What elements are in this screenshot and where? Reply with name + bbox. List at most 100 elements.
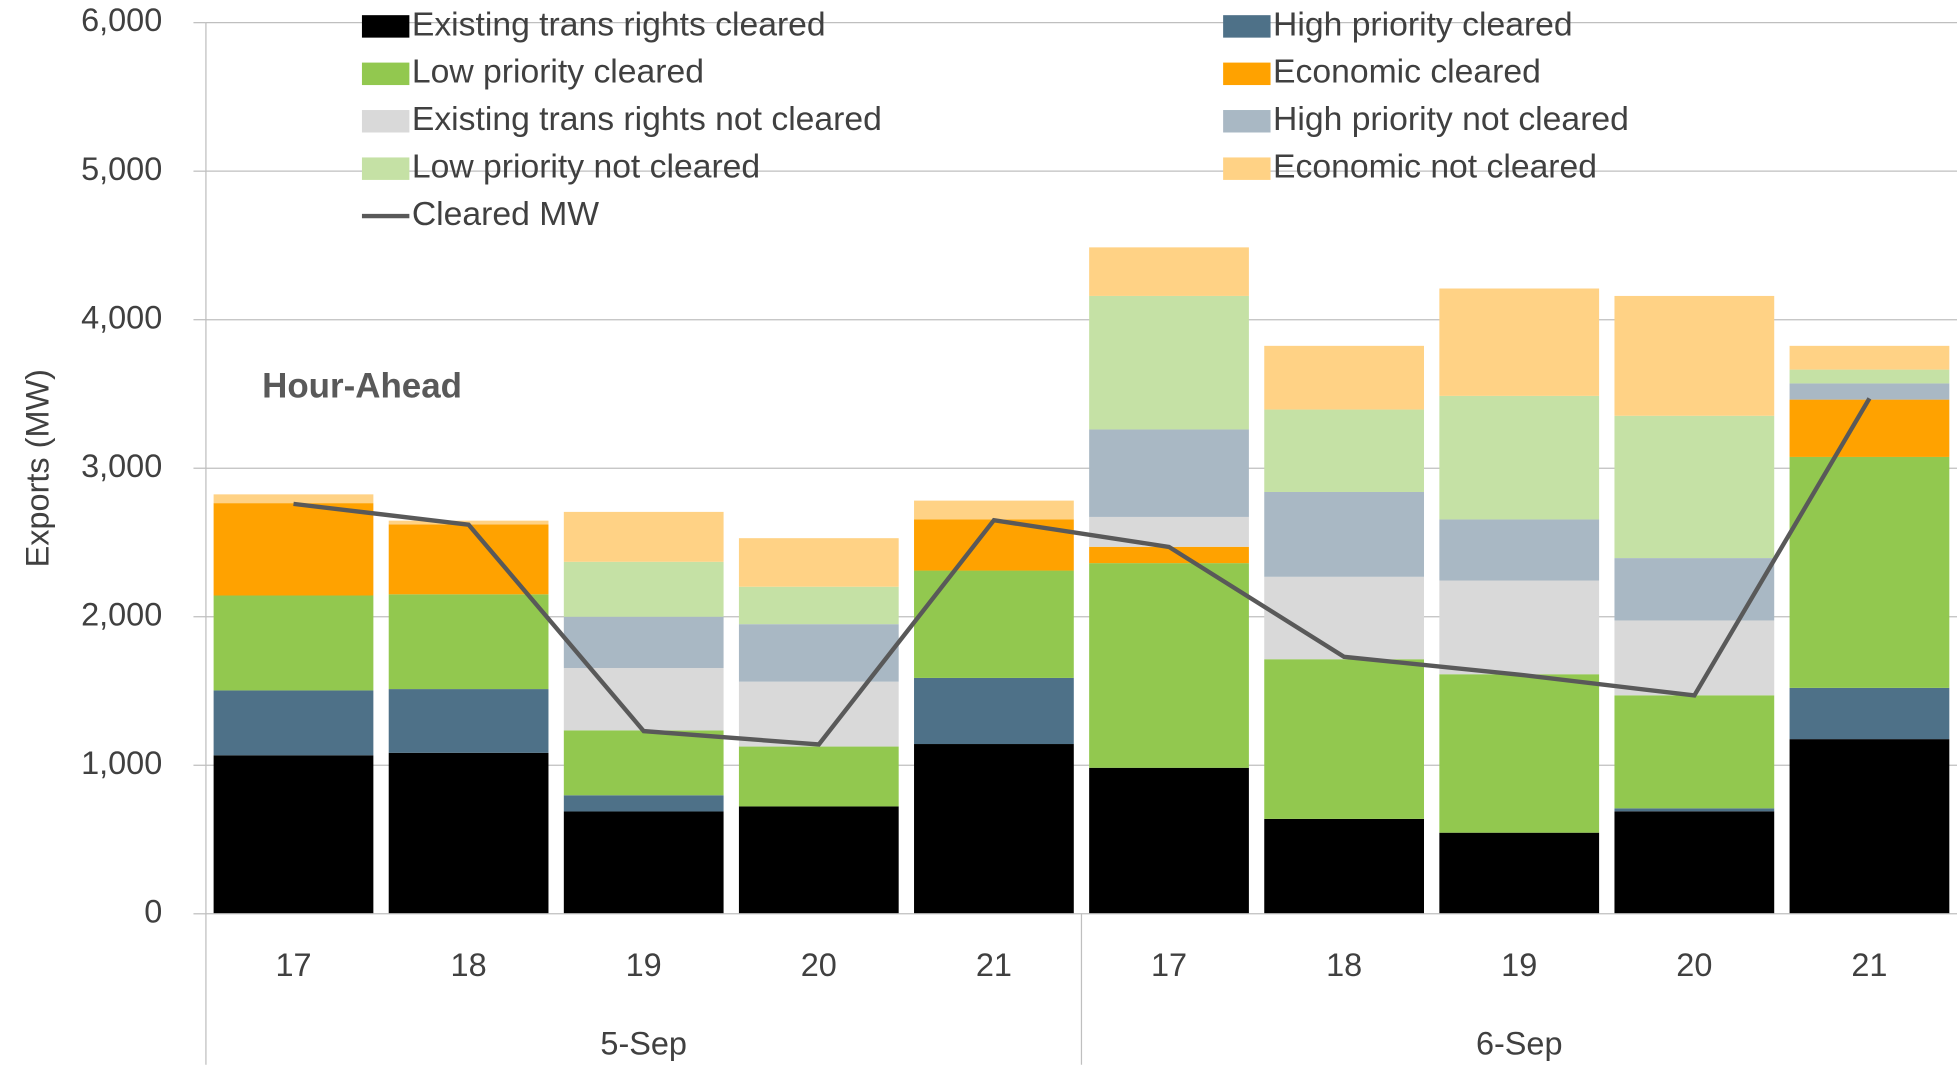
bar-segment xyxy=(213,690,374,756)
bar-segment xyxy=(388,594,549,690)
bar-segment xyxy=(738,681,899,747)
x-tick-label: 19 xyxy=(1501,947,1537,983)
annotation: Hour-Ahead xyxy=(262,367,462,406)
bar-segment xyxy=(563,730,724,796)
y-axis-label: Exports (MW) xyxy=(20,369,56,567)
legend-label: Existing trans rights cleared xyxy=(412,6,826,43)
bar-segment xyxy=(1439,832,1600,914)
y-tick-label: 3,000 xyxy=(81,448,162,484)
x-tick-label: 20 xyxy=(801,947,837,983)
x-tick-label: 17 xyxy=(1151,947,1187,983)
bar-segment xyxy=(563,561,724,617)
legend-label: Economic cleared xyxy=(1273,54,1541,91)
legend-swatch xyxy=(1223,110,1271,133)
y-tick-label: 0 xyxy=(144,893,162,929)
bar-segment xyxy=(1089,295,1249,430)
bar-segment xyxy=(1789,739,1950,914)
bar-segment xyxy=(563,811,724,914)
x-tick-label: 18 xyxy=(1326,947,1362,983)
bar-segment xyxy=(1614,695,1775,809)
bar-segment xyxy=(914,744,1074,914)
y-tick-label: 5,000 xyxy=(81,151,162,187)
legend-label: Low priority not cleared xyxy=(412,149,760,186)
bar-segment xyxy=(1614,811,1775,914)
x-tick-label: 20 xyxy=(1676,947,1712,983)
bar-segment xyxy=(738,538,899,587)
bar-segment xyxy=(1789,687,1950,740)
bar-segment xyxy=(1264,491,1425,577)
bar-segment xyxy=(1089,247,1249,296)
legend-label: Economic not cleared xyxy=(1273,149,1597,186)
x-tick-label: 18 xyxy=(451,947,487,983)
y-tick-label: 2,000 xyxy=(81,596,162,632)
bar-segment xyxy=(213,494,374,504)
x-tick-label: 19 xyxy=(626,947,662,983)
bar-segment xyxy=(738,624,899,682)
bar-segment xyxy=(1789,369,1950,384)
legend-label: Low priority cleared xyxy=(412,54,704,91)
legend-label: Existing trans rights not cleared xyxy=(412,101,882,138)
bar-segment xyxy=(1614,620,1775,696)
group-label: 6-Sep xyxy=(1476,1026,1563,1062)
bar-segment xyxy=(1614,558,1775,621)
bar-segment xyxy=(1089,546,1249,564)
y-tick-label: 1,000 xyxy=(81,745,162,781)
bar-segment xyxy=(388,752,549,914)
bar-segment xyxy=(1264,409,1425,492)
bar-segment xyxy=(738,586,899,625)
bar-segment xyxy=(1089,563,1249,768)
bar-segment xyxy=(563,667,724,731)
legend-swatch xyxy=(361,15,410,38)
bar-segment xyxy=(1789,456,1950,688)
bar-segment xyxy=(1439,288,1600,396)
bar-segment xyxy=(1439,580,1600,675)
bar-segment xyxy=(1089,429,1249,517)
bar-segment xyxy=(1789,399,1950,457)
legend-swatch xyxy=(1223,62,1271,86)
legend-label: High priority cleared xyxy=(1273,6,1573,43)
bar-segment xyxy=(1264,818,1425,914)
legend-swatch xyxy=(1223,15,1271,38)
x-tick-label: 21 xyxy=(976,947,1012,983)
y-tick-label: 6,000 xyxy=(81,2,162,38)
bar-segment xyxy=(1439,519,1600,581)
bar-segment xyxy=(914,677,1074,745)
bar-segment xyxy=(1789,383,1950,400)
bar-segment xyxy=(1789,345,1950,370)
bar-segment xyxy=(388,689,549,753)
bar-segment xyxy=(1264,345,1425,410)
line-series xyxy=(293,397,1872,747)
legend-swatch xyxy=(1223,157,1271,180)
bar-segment xyxy=(1614,295,1775,416)
bar-segment xyxy=(1089,767,1249,914)
legend-swatch xyxy=(361,157,410,180)
bar-segment xyxy=(563,511,724,562)
bar-segment xyxy=(1264,659,1425,819)
bar-segment xyxy=(1439,395,1600,520)
legend-swatch xyxy=(361,62,410,86)
bar-segment xyxy=(914,500,1074,520)
bar-segment xyxy=(738,746,899,807)
bar-segment xyxy=(563,795,724,812)
group-label: 5-Sep xyxy=(600,1026,687,1062)
legend-swatch xyxy=(361,110,410,133)
bar-segment xyxy=(1089,516,1249,547)
bar-segment xyxy=(1614,808,1775,812)
legend-label: High priority not cleared xyxy=(1273,101,1629,138)
x-tick-label: 21 xyxy=(1851,947,1887,983)
y-tick-label: 4,000 xyxy=(81,299,162,335)
bar-segment xyxy=(914,570,1074,678)
bar-segment xyxy=(213,595,374,691)
bar-segment xyxy=(1264,576,1425,660)
bar-segment xyxy=(563,616,724,668)
bar-segment xyxy=(213,503,374,596)
bar-segment xyxy=(388,524,549,595)
bar-segment xyxy=(738,806,899,914)
x-tick-label: 17 xyxy=(275,947,311,983)
bar-segment xyxy=(1439,674,1600,833)
bar-segment xyxy=(213,755,374,914)
legend-label: Cleared MW xyxy=(412,196,599,233)
bar-segment xyxy=(1614,415,1775,559)
